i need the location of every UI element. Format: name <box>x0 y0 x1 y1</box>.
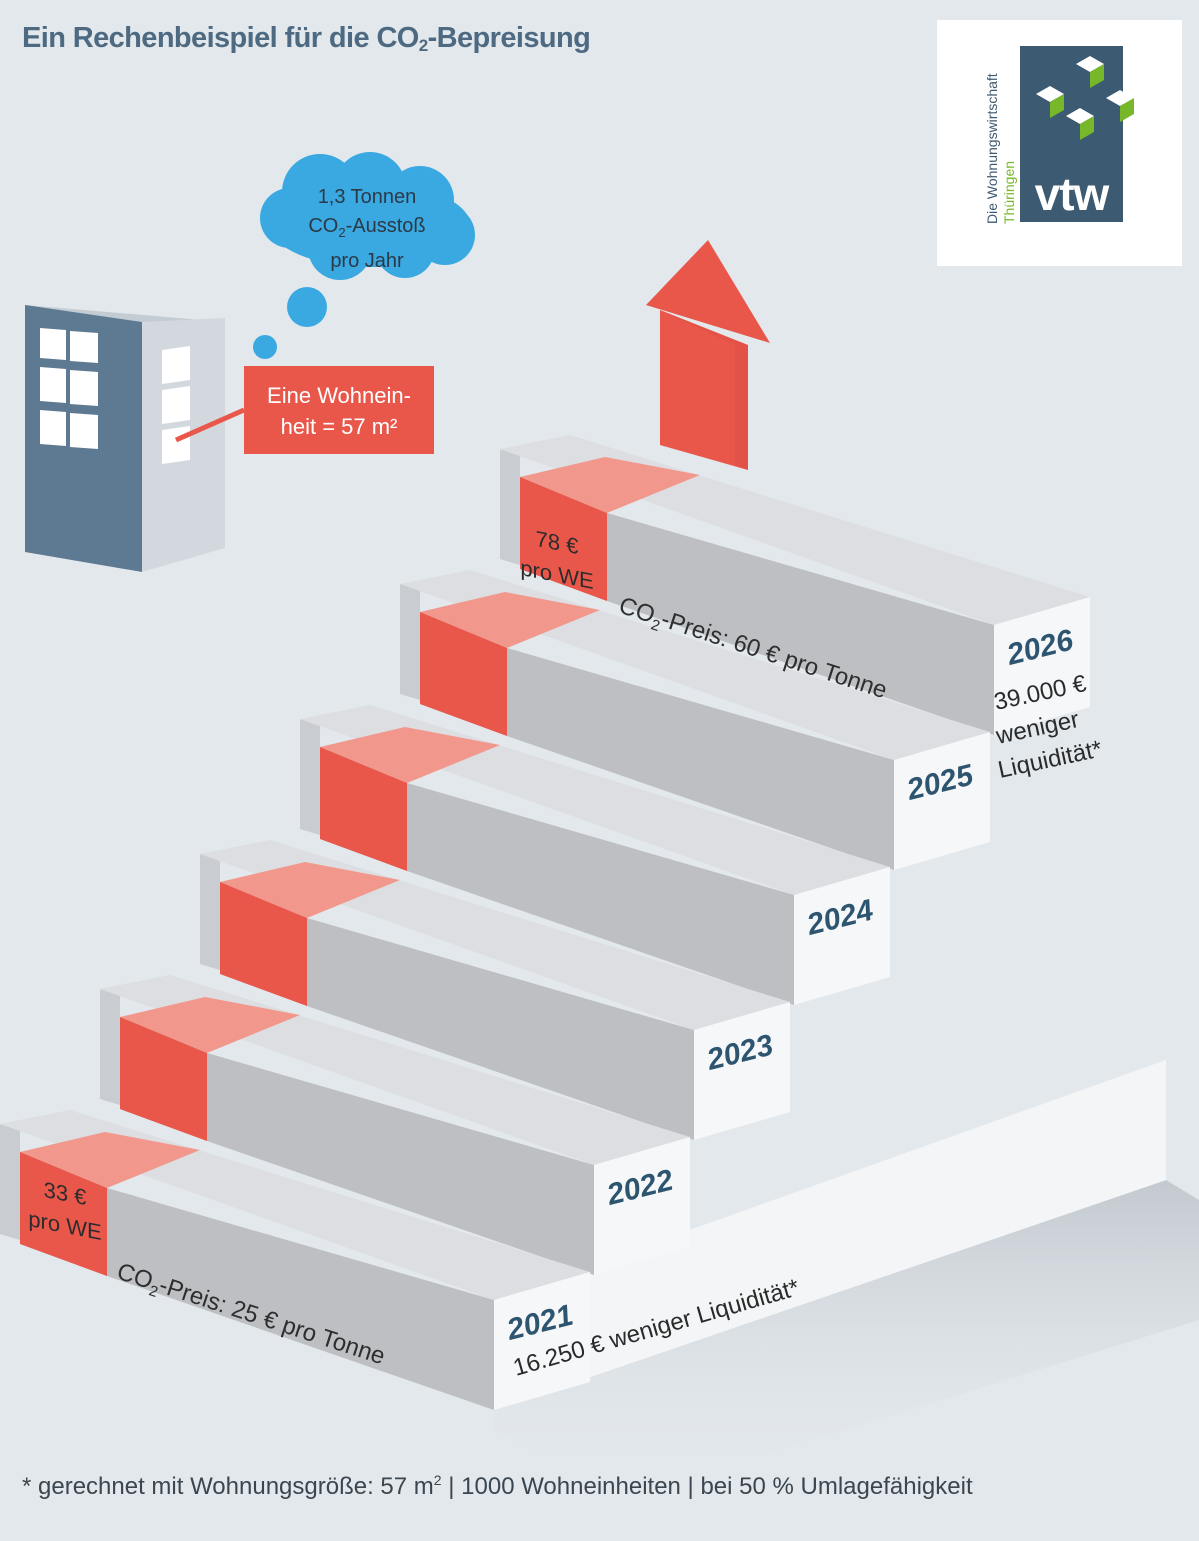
step-riser-2025 <box>420 612 894 870</box>
step-riser-2022 <box>120 1017 594 1275</box>
stair-side-lower <box>494 1060 1166 1410</box>
step-side-2024 <box>794 867 890 1005</box>
floor-shadow <box>494 1180 1199 1500</box>
logo-tile <box>1020 46 1123 222</box>
step-end-2022 <box>100 989 120 1105</box>
step-side-2026 <box>994 597 1090 735</box>
step-red-tread-2026 <box>520 457 700 513</box>
step-side-2023 <box>694 1002 790 1140</box>
arrow-up-icon <box>646 240 770 470</box>
step-red-tread-2024 <box>320 727 500 783</box>
step-end-2024 <box>300 719 320 835</box>
step-red-riser-2026 <box>520 477 607 601</box>
unit-label-line2: heit = 57 m² <box>280 414 398 439</box>
cloud-line2: CO2-Ausstoß <box>308 215 426 240</box>
step-riser-2026 <box>520 477 994 735</box>
page-title: Ein Rechenbeispiel für die CO2-Bepreisun… <box>22 22 591 55</box>
unit-label-line1: Eine Wohnein- <box>267 383 411 408</box>
step-riser-2023 <box>220 882 694 1140</box>
step-red-tread-2022 <box>120 997 300 1053</box>
cloud-label: 1,3 Tonnen CO2-Ausstoß pro Jahr <box>282 183 452 276</box>
step-red-tread-2025 <box>420 592 600 648</box>
logo-cubes-icon <box>1036 56 1134 140</box>
step-side-2025 <box>894 732 990 870</box>
footnote: * gerechnet mit Wohnungsgröße: 57 m2 | 1… <box>22 1472 973 1500</box>
building-icon <box>25 305 246 572</box>
step-red-riser-2022 <box>120 1017 207 1141</box>
thought-cloud-icon <box>253 152 475 359</box>
cloud-line1: 1,3 Tonnen <box>317 186 417 208</box>
step-red-riser-2023 <box>220 882 307 1006</box>
unit-label-box: Eine Wohnein- heit = 57 m² <box>244 366 434 454</box>
step-side-2021 <box>494 1272 590 1410</box>
step-red-riser-2021 <box>20 1152 107 1276</box>
step-red-tread-2021 <box>20 1132 200 1188</box>
step-riser-2024 <box>320 747 794 1005</box>
step-red-tread-2023 <box>220 862 400 918</box>
step-end-2025 <box>400 584 420 700</box>
step-side-2022 <box>594 1137 690 1275</box>
cloud-line3: pro Jahr <box>330 250 404 272</box>
logo-wordmark: vtw <box>1034 168 1110 220</box>
step-end-2021 <box>0 1124 20 1240</box>
step-red-riser-2024 <box>320 747 407 871</box>
step-end-2023 <box>200 854 220 970</box>
step-red-riser-2025 <box>420 612 507 736</box>
step-end-2026 <box>500 449 520 565</box>
step-riser-2021 <box>20 1152 494 1410</box>
